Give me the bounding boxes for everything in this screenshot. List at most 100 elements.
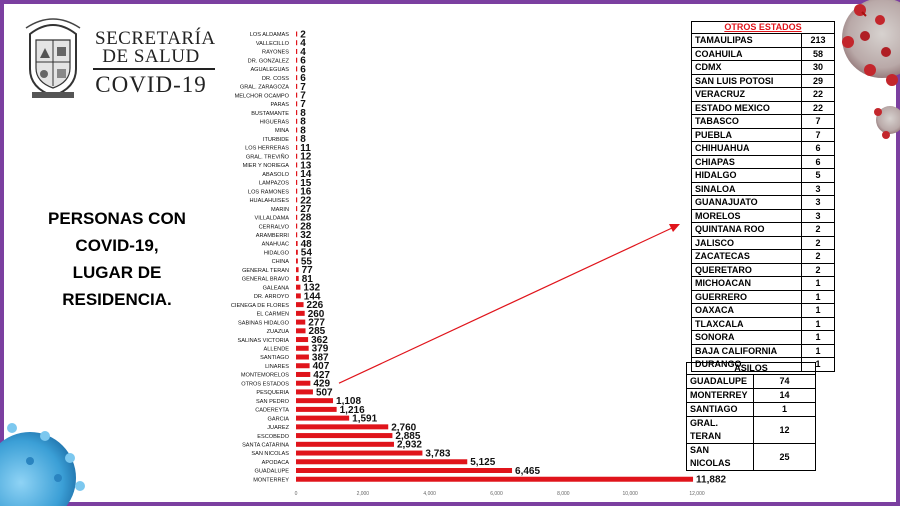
bar	[296, 232, 298, 238]
table-row: TLAXCALA 1	[691, 316, 835, 331]
table-row: CHIAPAS 6	[691, 154, 835, 169]
table-row: SINALOA 3	[691, 181, 835, 196]
bar	[296, 83, 298, 89]
data-label: 4	[300, 38, 306, 49]
row-value: 6	[801, 141, 835, 156]
category-label: VALLECILLO	[256, 41, 290, 47]
data-label: 1,591	[352, 414, 377, 425]
row-value: 2	[801, 249, 835, 264]
bar	[296, 179, 298, 185]
table-row: GUANAJUATO 3	[691, 195, 835, 210]
data-label: 81	[302, 274, 314, 285]
bar	[296, 389, 313, 395]
table-row: PUEBLA 7	[691, 127, 835, 142]
data-label: 2,932	[397, 440, 422, 451]
category-label: HUALAHUISES	[250, 198, 290, 204]
row-value: 1	[801, 303, 835, 318]
row-name: CDMX	[691, 60, 802, 75]
row-name: SAN LUIS POTOSI	[691, 73, 802, 88]
asilos-table: ASILOS GUADALUPE 74 MONTERREY 14 SANTIAGO 1 GR…	[686, 362, 816, 471]
table-row: GUADALUPE 74	[686, 374, 816, 389]
coronavirus-image-bottom-left	[0, 423, 85, 506]
data-label: 8	[300, 108, 306, 119]
bar	[296, 354, 309, 360]
bar	[296, 40, 298, 46]
bar	[296, 197, 298, 203]
row-value: 7	[801, 127, 835, 142]
category-label: AGUALEGUAS	[250, 67, 289, 73]
brand-line-covid: COVID-19	[95, 72, 207, 97]
row-value: 3	[801, 208, 835, 223]
data-label: 77	[302, 265, 314, 276]
otros-estados-title: OTROS ESTADOS	[691, 21, 835, 34]
bar	[296, 188, 298, 194]
row-value: 2	[801, 222, 835, 237]
data-label: 48	[301, 239, 313, 250]
row-name: JALISCO	[691, 235, 802, 250]
data-label: 7	[300, 91, 306, 102]
row-name: SONORA	[691, 330, 802, 345]
table-row: COAHUILA 58	[691, 46, 835, 61]
state-seal-logo	[25, 18, 81, 98]
table-row: OAXACA 1	[691, 303, 835, 318]
bar	[296, 206, 298, 212]
category-label: SABINAS HIDALGO	[238, 320, 290, 326]
row-name: MICHOACAN	[691, 276, 802, 291]
data-label: 22	[300, 195, 312, 206]
row-value: 1	[753, 402, 816, 417]
data-label: 144	[304, 291, 321, 302]
otros-estados-table: OTROS ESTADOS TAMAULIPAS 213 COAHUILA 58 CDM…	[691, 21, 835, 372]
bar	[296, 66, 298, 72]
row-value: 5	[801, 168, 835, 183]
row-name: VERACRUZ	[691, 87, 802, 102]
asilos-title: ASILOS	[686, 362, 816, 375]
bar	[296, 450, 423, 456]
data-label: 28	[300, 221, 312, 232]
data-label: 427	[313, 370, 330, 381]
category-label: LINARES	[265, 364, 289, 370]
row-name: BAJA CALIFORNIA	[691, 343, 802, 358]
category-label: GRAL. ZARAGOZA	[240, 85, 289, 91]
row-value: 3	[801, 181, 835, 196]
table-row: TAMAULIPAS 213	[691, 33, 835, 48]
bar	[296, 293, 301, 299]
category-label: ESCOBEDO	[257, 434, 289, 440]
data-label: 28	[300, 213, 312, 224]
bar	[296, 101, 298, 107]
table-row: VERACRUZ 22	[691, 87, 835, 102]
bar	[296, 249, 298, 255]
row-name: TABASCO	[691, 114, 802, 129]
category-label: ANAHUAC	[262, 242, 289, 248]
bar	[296, 415, 350, 421]
table-row: MONTERREY 14	[686, 388, 816, 403]
data-label: 11	[300, 143, 311, 154]
data-label: 12	[300, 152, 312, 163]
bar	[296, 48, 298, 54]
side-title-line: RESIDENCIA.	[62, 290, 172, 309]
row-value: 6	[801, 154, 835, 169]
data-label: 507	[316, 387, 333, 398]
table-row: SANTIAGO 1	[686, 402, 816, 417]
data-label: 407	[313, 361, 330, 372]
category-label: ABASOLO	[262, 172, 289, 178]
data-label: 429	[313, 379, 330, 390]
brand-line-secretaria: SECRETARÍA	[95, 28, 216, 49]
row-value: 1	[801, 289, 835, 304]
category-label: ZUAZUA	[267, 329, 290, 335]
row-value: 213	[801, 33, 835, 48]
category-label: ARAMBERRI	[256, 233, 290, 239]
category-label: LOS RAMONES	[248, 189, 289, 195]
bar	[296, 345, 309, 351]
row-name: TLAXCALA	[691, 316, 802, 331]
row-name: ZACATECAS	[691, 249, 802, 264]
table-row: SONORA 1	[691, 330, 835, 345]
row-name: QUINTANA ROO	[691, 222, 802, 237]
table-row: JALISCO 2	[691, 235, 835, 250]
row-name: CHIAPAS	[691, 154, 802, 169]
side-title-line: LUGAR DE	[72, 263, 162, 282]
category-label: APODACA	[262, 460, 290, 466]
row-value: 30	[801, 60, 835, 75]
category-label: OTROS ESTADOS	[241, 381, 289, 387]
